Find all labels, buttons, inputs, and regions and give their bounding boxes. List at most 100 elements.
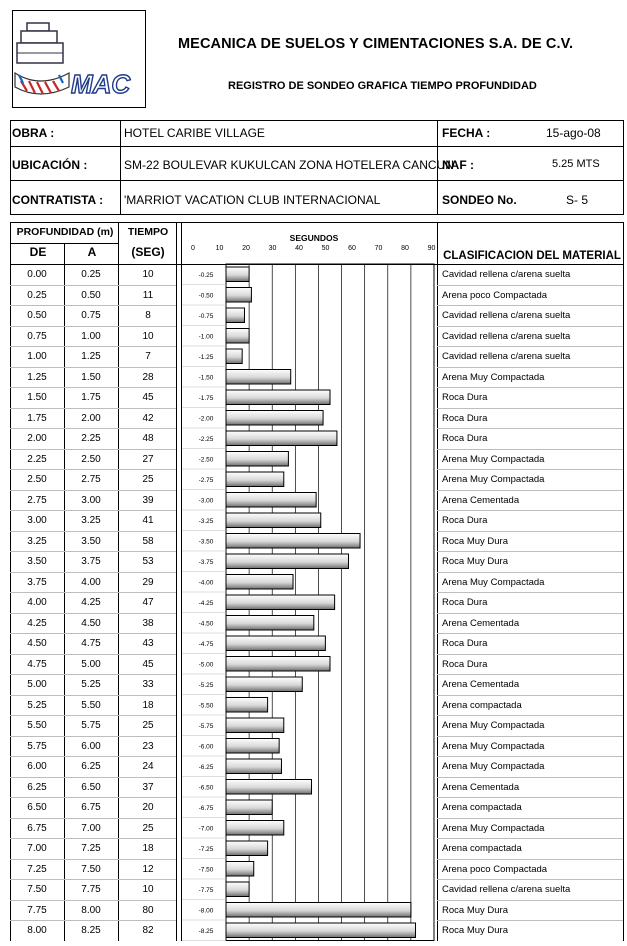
material-row-rule — [437, 325, 623, 327]
material-row-rule — [437, 817, 623, 819]
material-row-rule — [437, 305, 623, 306]
depth-from-cell: 6.50 — [27, 802, 47, 813]
table-row-rule — [10, 838, 176, 839]
depth-bar — [225, 533, 361, 549]
depth-from-cell: 1.75 — [27, 412, 47, 424]
y-tick-label: -1.75 — [199, 395, 214, 402]
material-row-rule — [437, 592, 623, 593]
depth-bar — [225, 574, 294, 590]
report-title: REGISTRO DE SONDEO GRAFICA TIEMPO PROFUN… — [228, 80, 537, 92]
time-cell: 18 — [142, 843, 154, 854]
depth-from-cell: 3.75 — [27, 576, 47, 588]
material-cell: Cavidad rellena c/arena suelta — [442, 330, 571, 342]
depth-bar — [225, 779, 313, 795]
depth-to-cell: 2.00 — [81, 412, 101, 424]
table-row-rule — [10, 633, 176, 634]
table-top-rule — [10, 222, 624, 223]
material-cell: Arena poco Compactada — [442, 289, 548, 301]
table-row-rule — [10, 776, 176, 778]
depth-from-cell: 1.50 — [27, 392, 47, 403]
y-tick-label: -6.50 — [199, 785, 214, 792]
depth-to-cell: 8.25 — [81, 925, 101, 936]
x-tick-label: 90 — [428, 245, 436, 252]
y-tick-label: -6.75 — [199, 805, 214, 812]
info-border-right — [623, 120, 624, 214]
material-cell: Arena compactada — [442, 843, 522, 854]
info-border-left — [10, 120, 11, 214]
depth-to-cell: 3.00 — [81, 494, 101, 506]
depth-bar — [225, 430, 338, 446]
x-tick-label: 10 — [216, 245, 224, 252]
depth-to-cell: 0.25 — [81, 269, 101, 280]
material-row-rule — [437, 674, 623, 675]
material-row-rule — [437, 469, 623, 470]
depth-to-cell: 0.50 — [81, 289, 101, 301]
time-cell: 7 — [145, 351, 151, 362]
table-row-rule — [10, 325, 176, 327]
depth-from-cell: 6.25 — [27, 781, 47, 793]
y-tick-label: -4.25 — [199, 600, 214, 607]
time-cell: 10 — [142, 269, 154, 280]
depth-to-cell: 2.75 — [81, 474, 101, 485]
seg-header: (SEG) — [131, 245, 165, 259]
depth-bar — [225, 471, 285, 487]
naf-value: 5.25 MTS — [552, 158, 600, 170]
table-column-divider — [176, 222, 177, 941]
company-name: MECANICA DE SUELOS Y CIMENTACIONES S.A. … — [178, 36, 574, 52]
table-row-rule — [10, 530, 176, 532]
x-tick-label: 40 — [295, 245, 303, 252]
depth-to-cell: 7.50 — [81, 863, 101, 875]
material-row-rule — [437, 920, 623, 921]
time-cell: 48 — [142, 433, 154, 444]
table-row-rule — [10, 366, 176, 368]
y-tick-label: -4.00 — [199, 580, 214, 587]
material-cell: Cavidad rellena c/arena suelta — [442, 269, 571, 280]
depth-from-cell: 4.50 — [27, 638, 47, 649]
depth-bar — [225, 902, 412, 918]
table-row-rule — [10, 428, 176, 429]
material-cell: Arena Muy Compactada — [442, 740, 545, 752]
y-tick-label: -2.75 — [199, 477, 214, 484]
table-row-rule — [10, 694, 176, 696]
time-cell: 12 — [142, 863, 154, 875]
x-tick-label: 0 — [191, 245, 195, 252]
material-cell: Arena Muy Compactada — [442, 474, 545, 485]
depth-bar — [225, 287, 252, 303]
table-column-divider — [623, 222, 624, 941]
material-row-rule — [437, 612, 623, 614]
material-cell: Arena Muy Compactada — [442, 720, 545, 731]
y-tick-label: -4.75 — [199, 641, 214, 648]
y-tick-label: -7.75 — [199, 887, 214, 894]
y-tick-label: -3.25 — [199, 518, 214, 525]
time-cell: 11 — [142, 289, 154, 301]
y-tick-label: -2.50 — [199, 457, 214, 464]
y-tick-label: -5.00 — [199, 662, 214, 669]
time-cell: 43 — [142, 638, 154, 649]
material-cell: Roca Dura — [442, 638, 488, 649]
y-tick-label: -6.00 — [199, 744, 214, 751]
fecha-value: 15-ago-08 — [546, 126, 601, 140]
depth-to-cell: 5.75 — [81, 720, 101, 731]
y-tick-label: -3.75 — [199, 559, 214, 566]
time-cell: 41 — [142, 515, 154, 526]
info-rule-1 — [10, 146, 624, 147]
depth-bar — [225, 738, 280, 754]
depth-bar — [225, 840, 269, 856]
material-row-rule — [437, 448, 623, 450]
depth-to-cell: 4.25 — [81, 597, 101, 608]
time-cell: 39 — [142, 494, 154, 506]
table-row-rule — [10, 551, 176, 552]
info-top-rule — [10, 120, 624, 121]
depth-bar — [225, 451, 289, 467]
material-cell: Arena compactada — [442, 802, 522, 813]
depth-bar — [225, 881, 250, 897]
depth-bar — [225, 758, 282, 774]
table-row-rule — [10, 920, 176, 921]
depth-from-cell: 1.00 — [27, 351, 47, 362]
contratista-label: CONTRATISTA : — [12, 193, 104, 207]
depth-bar — [225, 328, 250, 344]
depth-from-cell: 2.25 — [27, 453, 47, 465]
material-row-rule — [437, 551, 623, 552]
material-cell: Arena Muy Compactada — [442, 371, 545, 383]
